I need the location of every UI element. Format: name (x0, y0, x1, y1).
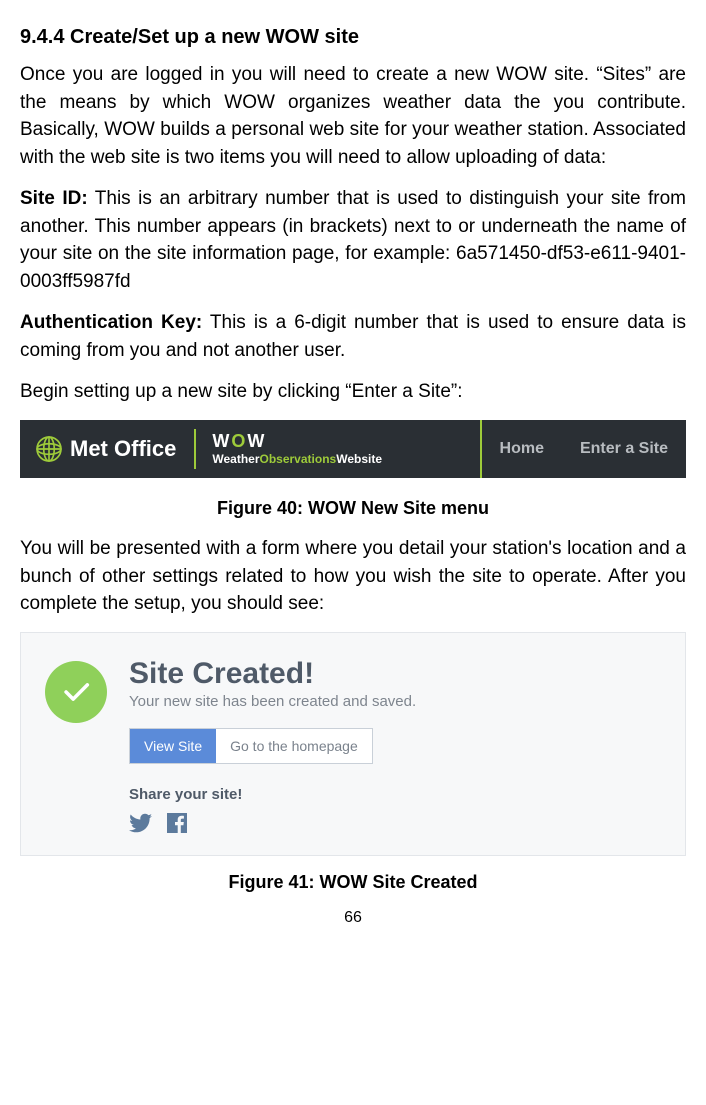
figure-41-caption: Figure 41: WOW Site Created (20, 872, 686, 893)
checkmark-icon (59, 675, 93, 709)
auth-key-label: Authentication Key: (20, 312, 202, 333)
metoffice-logo-icon (34, 434, 64, 464)
share-icons-row (129, 811, 661, 835)
card-body: Site Created! Your new site has been cre… (129, 657, 661, 835)
card-button-row: View Site Go to the homepage (129, 728, 373, 764)
section-heading: 9.4.4 Create/Set up a new WOW site (20, 26, 686, 49)
card-message: Your new site has been created and saved… (129, 693, 661, 710)
site-id-label: Site ID: (20, 188, 88, 209)
paragraph-form: You will be presented with a form where … (20, 535, 686, 618)
page-number: 66 (20, 909, 686, 927)
nav-home-link[interactable]: Home (482, 420, 562, 478)
card-title: Site Created! (129, 657, 661, 691)
wow-subtitle: WeatherObservationsWebsite (212, 452, 382, 466)
wow-navbar: Met Office WOW WeatherObservationsWebsit… (20, 420, 686, 478)
wow-brand-block: WOW WeatherObservationsWebsite (194, 429, 398, 469)
paragraph-begin: Begin setting up a new site by clicking … (20, 378, 686, 406)
go-homepage-button[interactable]: Go to the homepage (216, 729, 372, 763)
brand-text: Met Office (70, 436, 176, 462)
paragraph-siteid: Site ID: This is an arbitrary number tha… (20, 185, 686, 295)
metoffice-brand: Met Office (20, 434, 190, 464)
share-label: Share your site! (129, 786, 661, 803)
site-id-text: This is an arbitrary number that is used… (20, 188, 686, 292)
wow-letter-w1: W (212, 431, 231, 451)
paragraph-intro: Once you are logged in you will need to … (20, 61, 686, 171)
wow-sub-weather: Weather (212, 452, 259, 466)
wow-title: WOW (212, 432, 382, 452)
wow-sub-observations: Observations (260, 452, 337, 466)
nav-enter-site-link[interactable]: Enter a Site (562, 420, 686, 478)
figure-40-caption: Figure 40: WOW New Site menu (20, 498, 686, 519)
check-circle-icon (45, 661, 107, 723)
site-created-card: Site Created! Your new site has been cre… (20, 632, 686, 856)
wow-letter-o: O (231, 431, 247, 451)
paragraph-authkey: Authentication Key: This is a 6-digit nu… (20, 309, 686, 364)
facebook-icon[interactable] (165, 811, 189, 835)
twitter-icon[interactable] (129, 811, 153, 835)
wow-letter-w2: W (247, 431, 266, 451)
wow-sub-website: Website (336, 452, 382, 466)
view-site-button[interactable]: View Site (130, 729, 216, 763)
nav-right-group: Home Enter a Site (480, 420, 686, 478)
